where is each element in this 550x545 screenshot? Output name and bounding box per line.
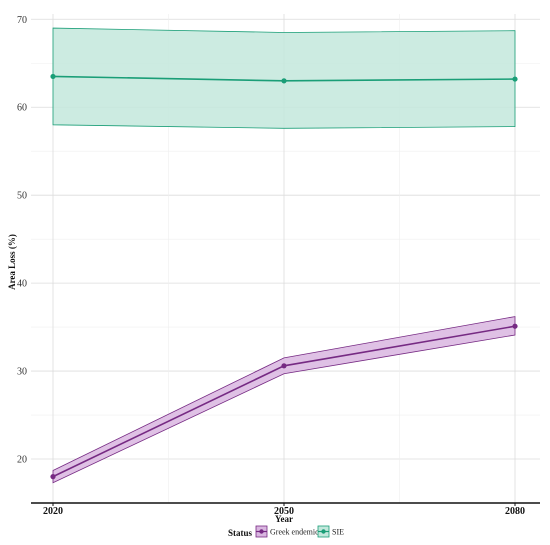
x-tick-label: 2050 (274, 506, 294, 517)
x-axis-title: Year (275, 514, 293, 524)
x-tick-label: 2080 (505, 506, 525, 517)
legend-item-greek-endemic: Greek endemic (255, 525, 319, 538)
legend-title: Status (228, 528, 253, 538)
point-greek-endemic (512, 323, 518, 329)
legend: Status Greek endemic SIE (228, 525, 344, 538)
y-tick-label: 30 (17, 367, 27, 378)
legend-items: Greek endemic SIE (255, 525, 344, 538)
legend-item-sie: SIE (317, 525, 344, 538)
y-tick-label: 40 (17, 279, 27, 290)
point-sie (281, 78, 287, 84)
legend-key-point-sie (321, 529, 326, 534)
legend-label-greek-endemic: Greek endemic (270, 528, 319, 537)
y-axis-title: Area Loss (%) (7, 234, 17, 290)
y-tick-label: 20 (17, 455, 27, 466)
y-tick-label: 50 (17, 191, 27, 202)
x-tick-label: 2020 (43, 506, 63, 517)
legend-key-point-greek-endemic (259, 529, 264, 534)
x-tick-labels: 2020 2050 2080 (43, 503, 525, 517)
band-greek-endemic (52, 316, 516, 484)
point-sie (50, 73, 56, 80)
y-tick-labels: 20 30 40 50 60 70 (17, 15, 27, 466)
band-sie (52, 27, 516, 129)
legend-label-sie: SIE (332, 528, 344, 537)
point-sie (512, 76, 518, 82)
confidence-bands (52, 27, 516, 484)
series-points (50, 73, 518, 480)
y-tick-label: 70 (17, 15, 27, 26)
point-greek-endemic (281, 363, 287, 369)
y-tick-label: 60 (17, 103, 27, 114)
point-greek-endemic (50, 474, 56, 480)
